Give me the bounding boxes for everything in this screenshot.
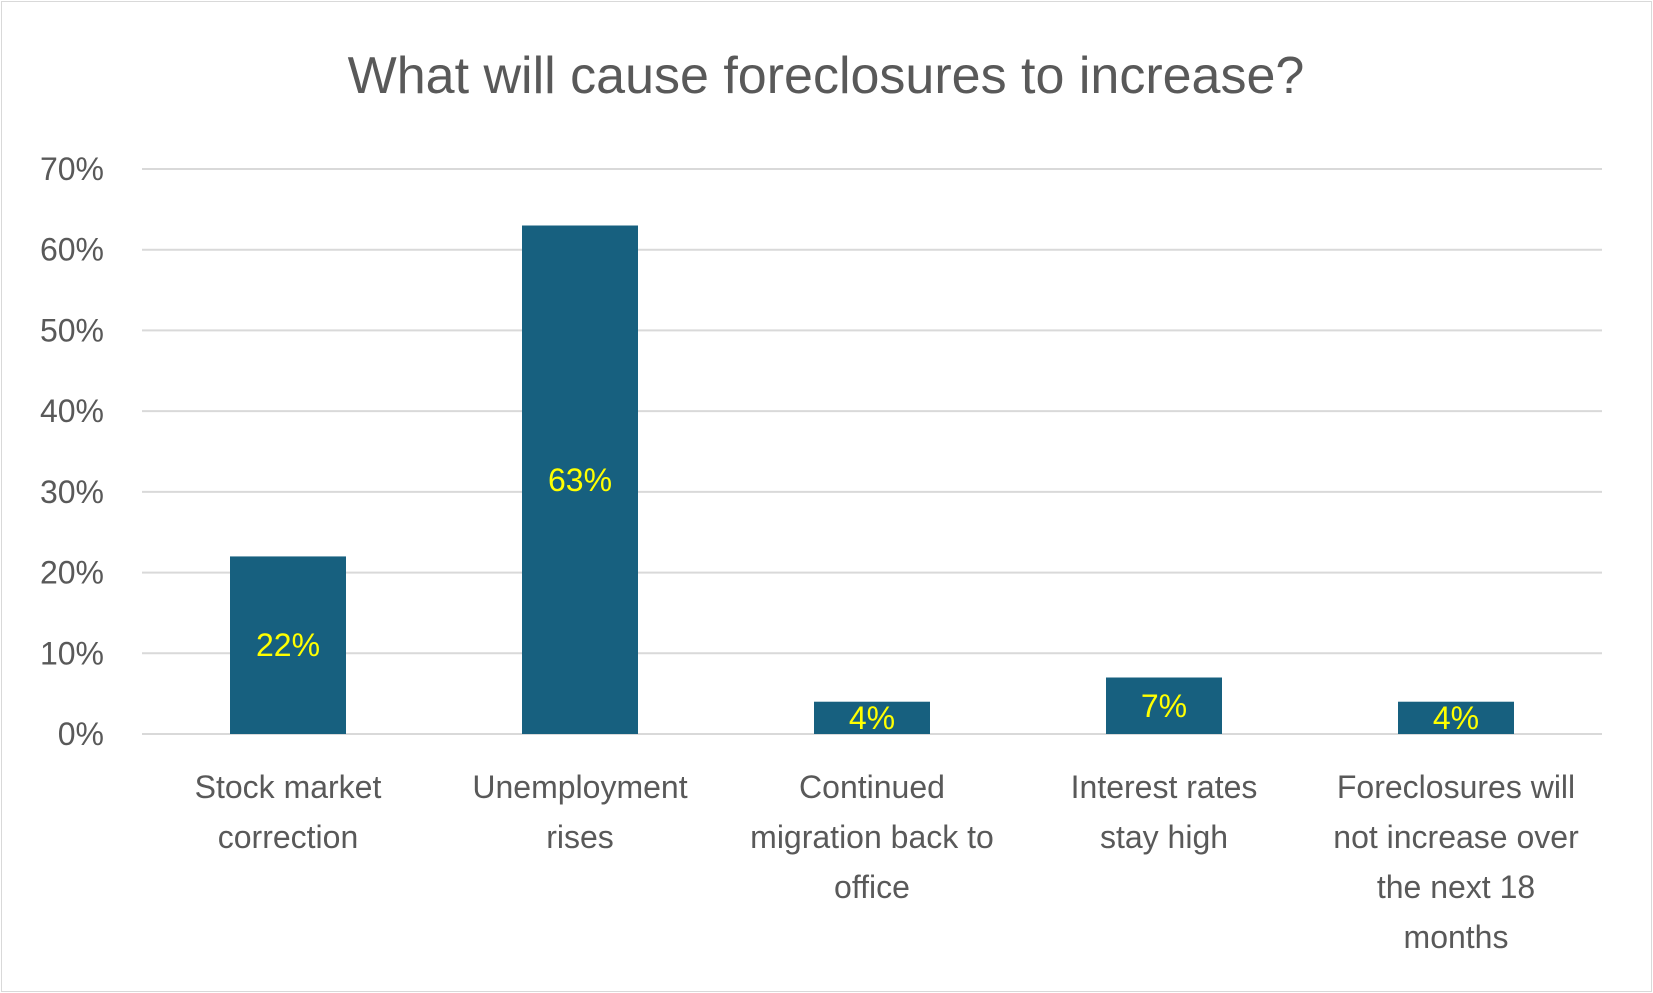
x-axis-categories: Stock market correction Unemployment rises C…	[195, 769, 1579, 955]
bar	[814, 701, 930, 734]
category-label: Foreclosures will not increase over the ne…	[1333, 769, 1579, 955]
y-tick-label: 50%	[40, 312, 104, 348]
y-tick-label: 20%	[40, 555, 104, 591]
bar	[522, 225, 638, 734]
gridlines	[142, 168, 1602, 735]
y-tick-label: 40%	[40, 393, 104, 429]
y-tick-label: 10%	[40, 635, 104, 671]
data-labels: 22% 63% 4% 7% 4%	[256, 462, 1479, 736]
category-label: Stock market correction	[195, 769, 382, 855]
data-label: 4%	[849, 700, 895, 736]
chart-title: What will cause foreclosures to increase…	[348, 47, 1305, 105]
data-label: 22%	[256, 627, 320, 663]
data-label: 4%	[1433, 700, 1479, 736]
data-label: 63%	[548, 462, 612, 498]
y-tick-label: 60%	[40, 232, 104, 268]
data-label: 7%	[1141, 688, 1187, 724]
y-tick-label: 70%	[40, 151, 104, 187]
bar	[230, 556, 346, 734]
bar	[1106, 677, 1222, 734]
y-tick-label: 30%	[40, 474, 104, 510]
y-tick-label: 0%	[58, 716, 104, 752]
category-label: Unemployment rises	[472, 769, 687, 855]
y-axis-ticks: 0% 10% 20% 30% 40% 50% 60% 70%	[40, 151, 104, 752]
category-label: Continued migration back to office	[750, 769, 994, 905]
bar	[1398, 701, 1514, 734]
bars	[230, 225, 1514, 734]
category-label: Interest rates stay high	[1071, 769, 1258, 855]
